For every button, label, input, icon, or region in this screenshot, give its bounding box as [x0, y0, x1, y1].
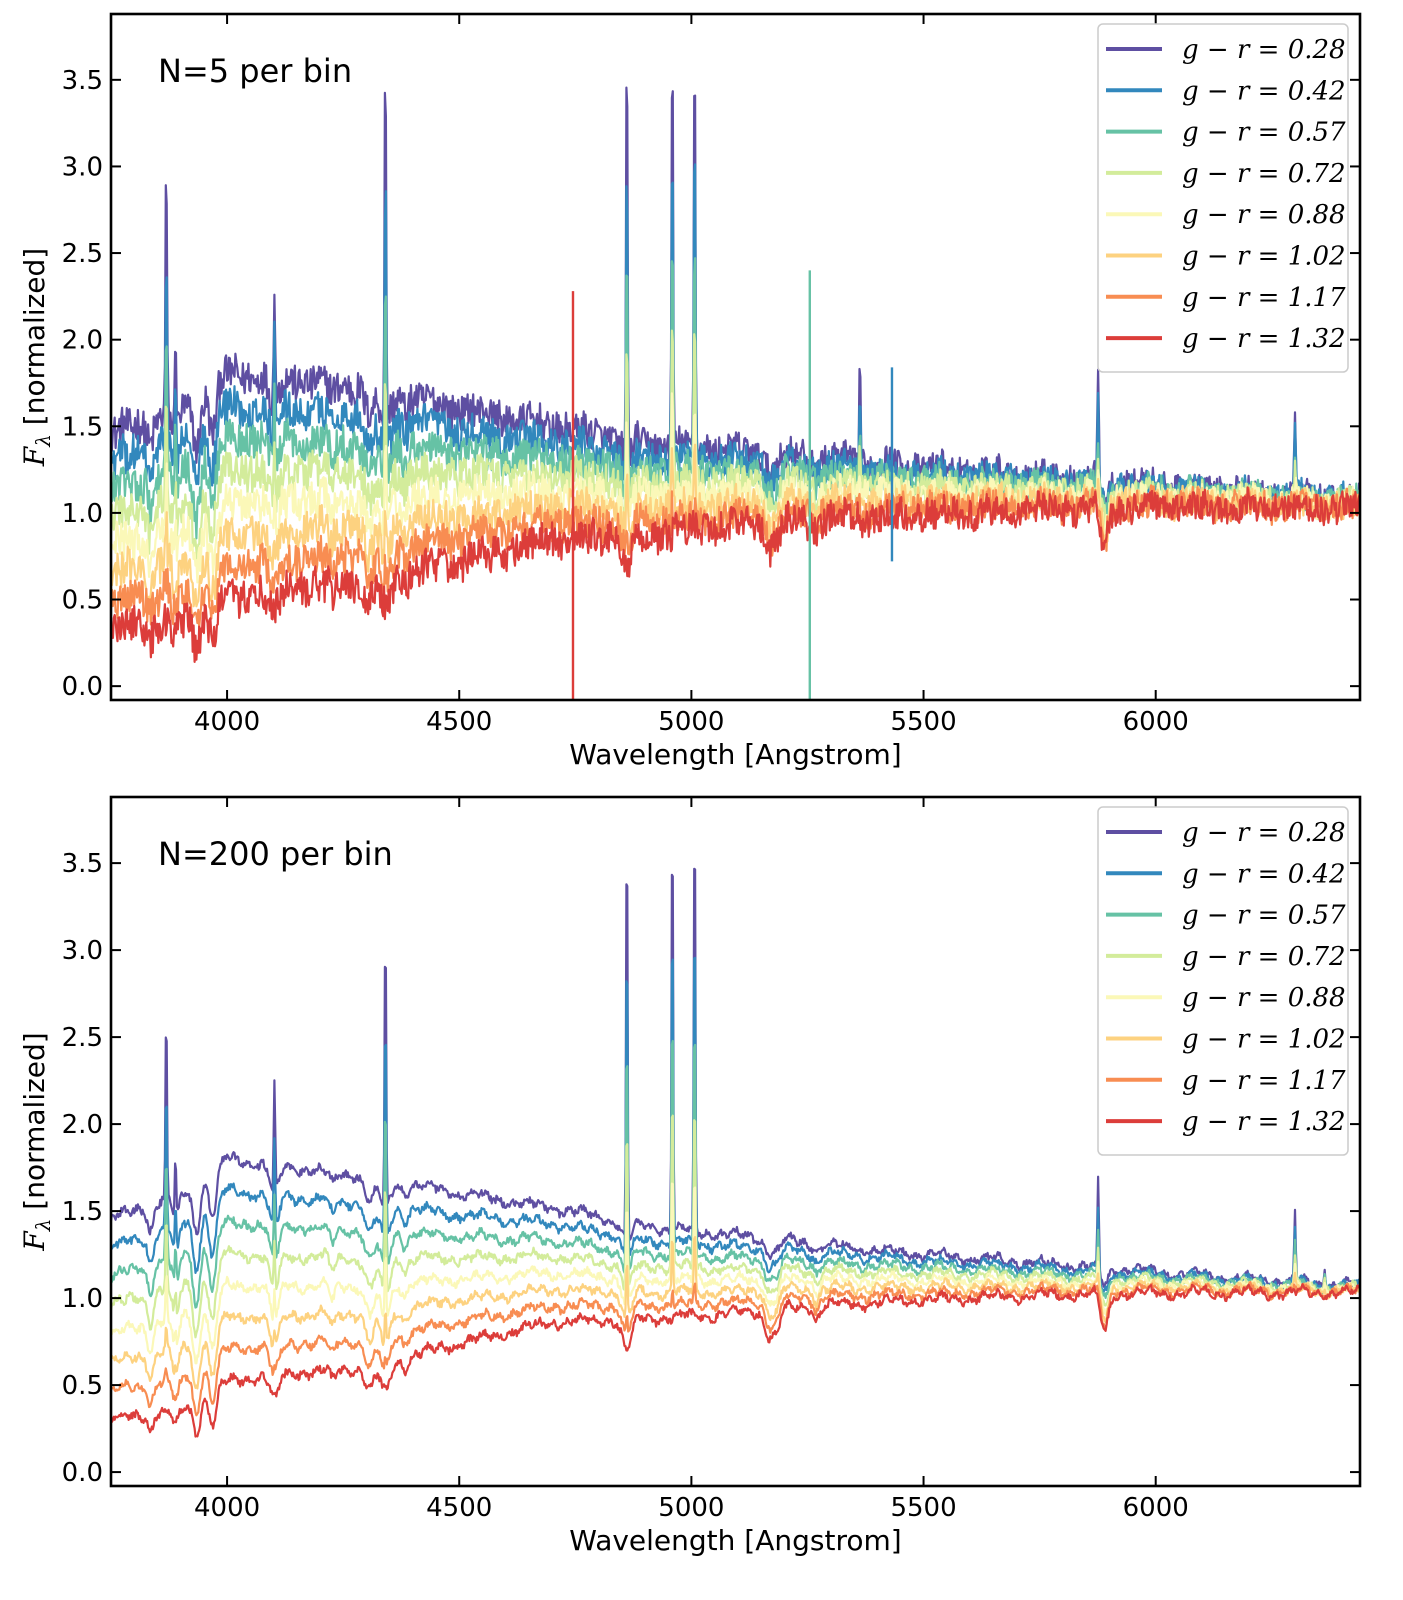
x-tick-label: 6000 [1123, 707, 1189, 737]
x-tick-label: 5500 [890, 707, 956, 737]
y-tick-label: 1.0 [62, 1284, 103, 1314]
y-tick-label: 1.5 [62, 1197, 103, 1227]
x-axis-title: Wavelength [Angstrom] [569, 1524, 901, 1557]
y-tick-label: 3.5 [62, 849, 103, 879]
legend-entry-label: g − r = 1.32 [1182, 1107, 1346, 1137]
legend-entry-label: g − r = 0.42 [1182, 76, 1346, 106]
legend: g − r = 0.28 g − r = 0.42 g − r = 0.57 g − … [1097, 806, 1349, 1156]
y-tick-label: 2.0 [62, 1110, 103, 1140]
axes-frame [109, 12, 1362, 702]
x-tick-label: 4000 [194, 707, 260, 737]
legend-entry-label: g − r = 0.57 [1182, 901, 1346, 931]
series-line-7 [111, 1281, 1360, 1417]
series-line-2 [111, 956, 1360, 1293]
x-tick-label: 4000 [194, 1493, 260, 1523]
y-tick-label: 3.0 [62, 152, 103, 182]
y-tick-label: 2.5 [62, 239, 103, 269]
y-tick-label: 0.5 [62, 1371, 103, 1401]
y-tick-label: 3.0 [62, 936, 103, 966]
y-tick-label: 2.0 [62, 326, 103, 356]
series-line-6 [111, 1236, 1360, 1390]
panel-annotation: N=5 per bin [158, 52, 352, 90]
panel-annotation: N=200 per bin [158, 835, 393, 873]
legend-entry-label: g − r = 1.02 [1182, 242, 1346, 272]
series-line-8 [111, 486, 1360, 663]
legend-entry-label: g − r = 0.72 [1182, 942, 1346, 972]
legend: g − r = 0.28 g − r = 0.42 g − r = 0.57 g − … [1097, 23, 1349, 373]
legend-box [1097, 806, 1349, 1156]
series-line-3 [111, 1039, 1360, 1309]
y-tick-label: 1.5 [62, 412, 103, 442]
series-line-5 [111, 1182, 1360, 1365]
chart-panel-2: 4000 4500 5000 5500 6000 0.0 0.5 1.0 1.5 2.0 2.5 3.… [18, 795, 1362, 1557]
series-line-2 [111, 163, 1360, 516]
series-line-8 [111, 1283, 1360, 1438]
x-axis-title: Wavelength [Angstrom] [569, 738, 901, 771]
axes-frame [109, 795, 1362, 1488]
legend-entry-label: g − r = 0.28 [1182, 818, 1346, 848]
legend-entry-label: g − r = 0.88 [1182, 983, 1346, 1013]
legend-entry-label: g − r = 1.32 [1182, 324, 1346, 354]
y-tick-label: 3.5 [62, 66, 103, 96]
legend-entry-label: g − r = 0.28 [1182, 35, 1346, 65]
x-tick-label: 5500 [890, 1493, 956, 1523]
y-tick-label: 0.5 [62, 586, 103, 616]
legend-entry-label: g − r = 1.02 [1182, 1025, 1346, 1055]
plot-area [111, 86, 1360, 700]
y-tick-label: 2.5 [62, 1023, 103, 1053]
x-tick-label: 4500 [426, 1493, 492, 1523]
y-axis-title: Fλ [normalized] [18, 248, 55, 467]
series-line-1 [111, 867, 1360, 1292]
y-axis-title: Fλ [normalized] [18, 1032, 55, 1251]
x-tick-label: 6000 [1123, 1493, 1189, 1523]
legend-box [1097, 23, 1349, 373]
legend-entry-label: g − r = 1.17 [1182, 1066, 1346, 1096]
plot-area [111, 867, 1360, 1438]
legend-entry-label: g − r = 0.42 [1182, 859, 1346, 889]
y-tick-label: 1.0 [62, 499, 103, 529]
y-tick-label: 0.0 [62, 672, 103, 702]
y-tick-label: 0.0 [62, 1458, 103, 1488]
chart-panel-1: 4000 4500 5000 5500 6000 0.0 0.5 1.0 1.5 2.0 2.5 3.… [18, 12, 1362, 771]
legend-entry-label: g − r = 0.88 [1182, 200, 1346, 230]
x-tick-label: 5000 [658, 1493, 724, 1523]
legend-entry-label: g − r = 0.72 [1182, 159, 1346, 189]
legend-entry-label: g − r = 0.57 [1182, 118, 1346, 148]
x-tick-label: 5000 [658, 707, 724, 737]
x-tick-label: 4500 [426, 707, 492, 737]
legend-entry-label: g − r = 1.17 [1182, 283, 1346, 313]
